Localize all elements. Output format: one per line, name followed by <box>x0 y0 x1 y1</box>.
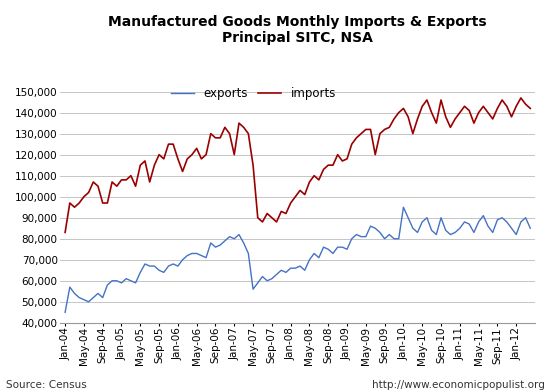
imports <box>518 96 524 100</box>
imports <box>301 192 308 197</box>
imports <box>339 159 345 163</box>
imports <box>170 142 177 147</box>
imports <box>503 104 510 109</box>
Text: http://www.economicpopulist.org: http://www.economicpopulist.org <box>372 380 544 390</box>
exports <box>400 205 407 210</box>
Text: Source: Census: Source: Census <box>6 380 86 390</box>
imports <box>151 163 158 167</box>
imports <box>527 106 534 111</box>
exports <box>151 264 158 269</box>
Legend: exports, imports: exports, imports <box>170 87 336 100</box>
exports <box>339 245 345 249</box>
exports <box>508 226 515 230</box>
Line: imports: imports <box>65 98 530 232</box>
exports <box>301 268 308 272</box>
Line: exports: exports <box>65 207 530 312</box>
exports <box>170 261 177 266</box>
Title: Manufactured Goods Monthly Imports & Exports
Principal SITC, NSA: Manufactured Goods Monthly Imports & Exp… <box>108 15 487 45</box>
exports <box>494 218 501 222</box>
exports <box>527 226 534 230</box>
imports <box>62 230 68 235</box>
imports <box>490 116 496 121</box>
exports <box>62 310 68 315</box>
